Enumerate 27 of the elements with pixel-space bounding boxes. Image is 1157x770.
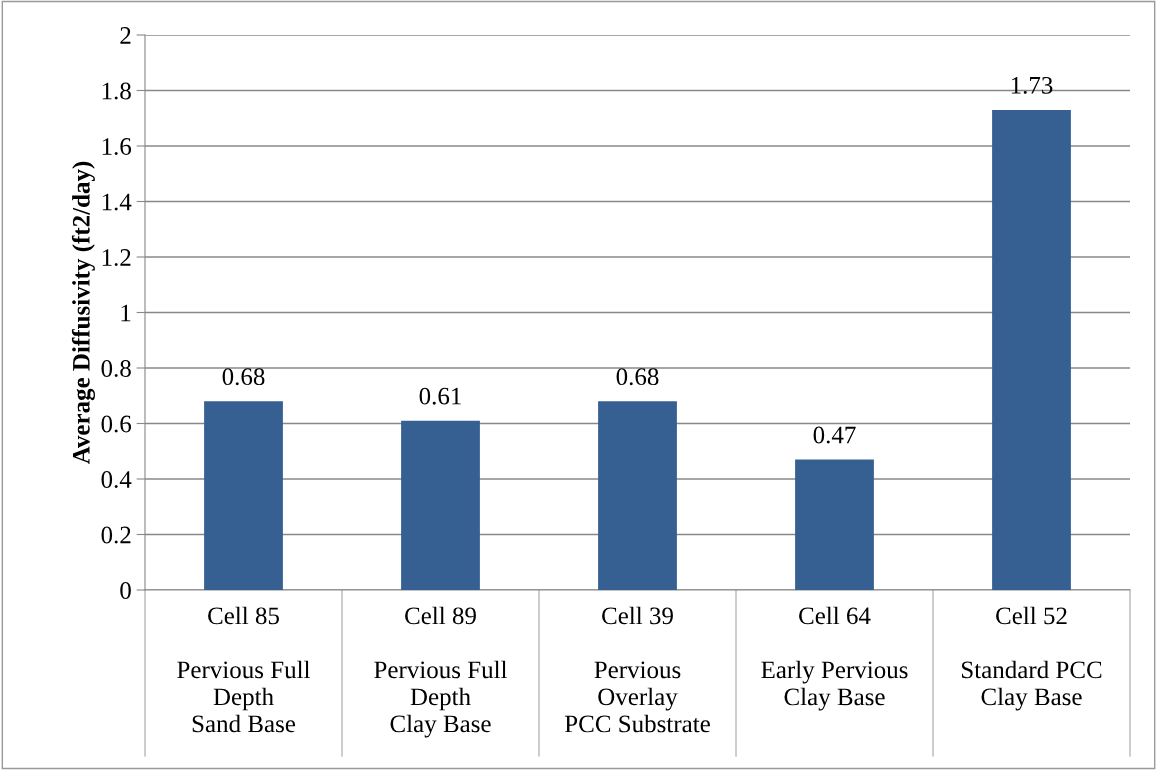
- category-label: Cell 52 Standard PCC Clay Base: [961, 606, 1102, 711]
- bar: [401, 420, 480, 590]
- data-label: 0.68: [616, 368, 659, 386]
- data-label: 1.73: [1011, 76, 1053, 94]
- y-tick-label: 0.4: [101, 471, 132, 489]
- data-label: 0.47: [813, 426, 856, 444]
- y-tick-label: 2: [120, 27, 131, 44]
- category-label: Cell 64 Early Pervious Clay Base: [761, 606, 908, 711]
- y-tick-label: 0.2: [101, 526, 131, 544]
- bar: [992, 109, 1071, 590]
- y-axis-title: Average Diffusivity (ft2/day): [71, 161, 95, 465]
- bar: [598, 401, 677, 590]
- y-tick-label: 1.4: [102, 193, 132, 211]
- y-tick-label: 0.6: [101, 415, 132, 433]
- category-label: Cell 89 Pervious Full Depth Clay Base: [374, 606, 508, 738]
- data-label: 0.68: [222, 368, 265, 386]
- y-tick-label: 0: [120, 582, 131, 599]
- data-label: 0.61: [419, 387, 461, 405]
- y-tick-label: 1.6: [102, 138, 132, 156]
- y-tick-label: 0.8: [101, 360, 131, 378]
- category-label: Cell 85 Pervious Full Depth Sand Base: [177, 606, 311, 733]
- bar: [204, 401, 283, 590]
- bar: [795, 459, 874, 590]
- category-label: Cell 39 Pervious Overlay PCC Substrate: [564, 606, 710, 733]
- y-tick-label: 1.8: [102, 82, 131, 100]
- y-tick-label: 1: [121, 304, 131, 322]
- y-tick-label: 1.2: [102, 249, 131, 267]
